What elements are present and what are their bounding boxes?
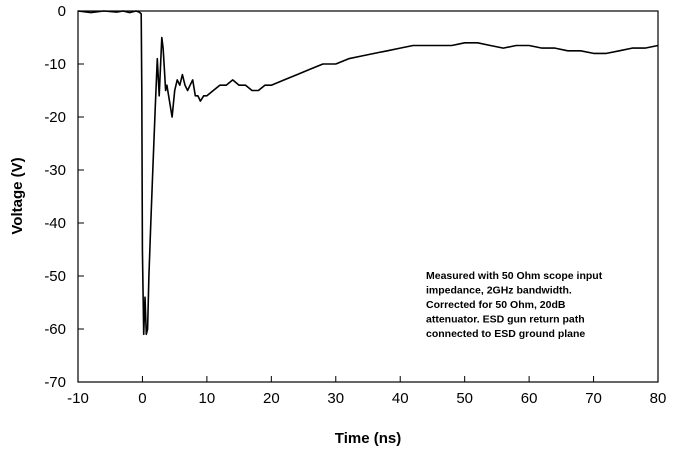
annotation-line: Corrected for 50 Ohm, 20dB — [426, 299, 566, 311]
x-tick-label: 30 — [327, 390, 344, 407]
annotation-line: Measured with 50 Ohm scope input — [426, 270, 603, 282]
x-tick-label: 10 — [199, 390, 216, 407]
y-tick-label: -40 — [44, 215, 66, 232]
x-tick-label: 60 — [521, 390, 538, 407]
x-tick-label: 40 — [392, 390, 409, 407]
x-axis-title: Time (ns) — [335, 430, 401, 447]
y-tick-label: -20 — [44, 109, 66, 126]
y-tick-label: -30 — [44, 162, 66, 179]
x-tick-label: -10 — [67, 390, 89, 407]
y-tick-label: -10 — [44, 56, 66, 73]
y-tick-label: -50 — [44, 268, 66, 285]
annotation-line: connected to ESD ground plane — [426, 328, 585, 340]
y-axis-ticks: 0 -10 -20 -30 -40 -50 -60 -70 — [44, 3, 84, 391]
y-tick-label: 0 — [58, 3, 66, 20]
annotation-line: impedance, 2GHz bandwidth. — [426, 285, 572, 297]
x-tick-label: 0 — [138, 390, 146, 407]
annotation-box — [420, 266, 650, 348]
annotation-text: Measured with 50 Ohm scope input impedanc… — [426, 270, 603, 340]
y-tick-label: -60 — [44, 321, 66, 338]
y-tick-label: -70 — [44, 374, 66, 391]
x-axis-ticks: -10 0 10 20 30 40 50 60 70 80 — [67, 376, 666, 407]
x-tick-label: 70 — [585, 390, 602, 407]
x-tick-label: 20 — [263, 390, 280, 407]
x-tick-label: 50 — [456, 390, 473, 407]
voltage-trace — [77, 10, 659, 336]
x-tick-label: 80 — [650, 390, 667, 407]
annotation-line: attenuator. ESD gun return path — [426, 314, 585, 326]
y-axis-title: Voltage (V) — [9, 157, 26, 234]
